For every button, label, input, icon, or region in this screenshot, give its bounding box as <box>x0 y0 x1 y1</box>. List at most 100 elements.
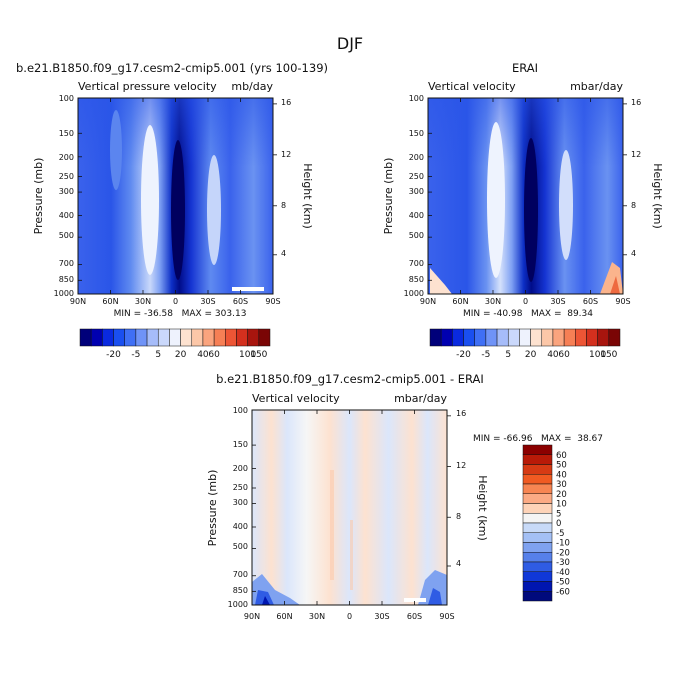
y-tick-label: 850 <box>409 275 424 284</box>
y-tick-label: 200 <box>233 464 248 473</box>
colorbar-label: 20 <box>525 350 537 360</box>
x-tick-label: 30N <box>135 297 151 306</box>
x-tick-label: 90N <box>70 297 86 306</box>
axis-tick-marks <box>427 97 627 295</box>
colorbar-swatch <box>90 328 103 347</box>
colorbar-label: 20 <box>175 350 187 360</box>
colorbar-swatch <box>522 493 553 504</box>
y-tick-label: 100 <box>59 94 74 103</box>
panel-diff-field <box>252 410 447 605</box>
y-tick-label: 700 <box>409 259 424 268</box>
y2-tick-label: 12 <box>631 150 641 159</box>
colorbar-label: 20 <box>556 490 567 500</box>
panel-obs-subtitle-left: Vertical velocity <box>428 80 516 93</box>
y-tick-label: 250 <box>409 172 424 181</box>
colorbar-swatch <box>225 328 237 347</box>
colorbar-label: 150 <box>250 350 267 360</box>
panel-diff-y-ticks: 100 150 200 250 300 400 500 700 850 1000 <box>228 406 248 609</box>
y-tick-label: 150 <box>409 129 424 138</box>
colorbar-swatch <box>202 328 215 347</box>
colorbar-swatch <box>522 591 553 602</box>
panel-model-y-ticks: 100 150 200 250 300 400 500 700 850 1000 <box>54 94 74 298</box>
y-tick-label: 200 <box>409 153 424 162</box>
colorbar-swatch <box>485 328 498 347</box>
panel-obs-subtitle-right: mbar/day <box>570 80 623 93</box>
colorbar-label: 40 <box>556 470 567 480</box>
panel-model: b.e21.B1850.f09_g17.cesm2-cmip5.001 (yrs… <box>16 61 328 360</box>
colorbar-swatch <box>157 328 170 347</box>
x-tick-label: 90N <box>420 297 436 306</box>
y2-tick-label: 4 <box>281 249 286 258</box>
y-tick-label: 500 <box>409 231 424 240</box>
panel-model-title: b.e21.B1850.f09_g17.cesm2-cmip5.001 (yrs… <box>16 61 328 75</box>
y-tick-label: 200 <box>59 153 74 162</box>
panel-diff-title: b.e21.B1850.f09_g17.cesm2-cmip5.001 - ER… <box>216 372 484 386</box>
y-tick-label: 850 <box>59 275 74 284</box>
panel-obs-field <box>428 98 623 294</box>
panel-model-subtitle-right: mb/day <box>231 80 273 93</box>
y-tick-label: 700 <box>59 259 74 268</box>
panel-diff-x-ticks: 90N 60N 30N 0 30S 60S 90S <box>244 612 455 621</box>
colorbar-swatch <box>452 328 464 347</box>
y2-tick-label: 12 <box>281 150 291 159</box>
y2-tick-label: 16 <box>281 98 291 107</box>
x-tick-label: 60N <box>102 297 118 306</box>
colorbar-swatch <box>530 328 543 347</box>
colorbar-swatch <box>522 464 553 475</box>
colorbar-label: 5 <box>155 350 161 360</box>
colorbar-label: 10 <box>556 500 567 510</box>
colorbar-swatch <box>236 328 248 347</box>
x-tick-label: 0 <box>523 297 528 306</box>
panel-diff-ylabel: Pressure (mb) <box>206 470 219 547</box>
axis-tick-marks <box>251 409 451 606</box>
y2-tick-label: 16 <box>631 98 641 107</box>
colorbar-swatch <box>522 542 553 553</box>
y2-tick-label: 4 <box>456 559 461 568</box>
x-tick-label: 30N <box>485 297 501 306</box>
panel-model-x-ticks: 90N 60N 30N 0 30S 60S 90S <box>70 297 281 306</box>
y-tick-label: 300 <box>233 498 248 507</box>
panel-obs-title: ERAI <box>512 61 538 75</box>
x-tick-label: 30N <box>309 612 325 621</box>
y-tick-label: 500 <box>59 231 74 240</box>
colorbar-label: 150 <box>600 350 617 360</box>
colorbar-swatch <box>608 328 621 347</box>
y-tick-label: 300 <box>59 187 74 196</box>
y-tick-label: 400 <box>59 211 74 220</box>
colorbar-swatch <box>522 513 553 524</box>
y-tick-label: 100 <box>233 406 248 415</box>
colorbar-swatch <box>124 328 137 347</box>
panel-model-y2-ticks: 16 12 8 4 <box>281 98 291 258</box>
colorbar-label: 5 <box>505 350 511 360</box>
x-tick-label: 90S <box>439 612 454 621</box>
y-tick-label: 500 <box>233 542 248 551</box>
colorbar-label: 60 <box>556 451 567 461</box>
colorbar-swatch <box>575 328 587 347</box>
colorbar-swatch <box>474 328 487 347</box>
colorbar-swatch <box>597 328 610 347</box>
colorbar-swatch <box>463 328 475 347</box>
colorbar-swatch <box>429 328 442 347</box>
colorbar-label: -40 <box>556 568 570 578</box>
x-tick-label: 90N <box>244 612 260 621</box>
y2-tick-label: 12 <box>456 461 466 470</box>
colorbar-swatch <box>522 503 553 514</box>
y-tick-label: 400 <box>409 211 424 220</box>
colorbar-swatch <box>247 328 260 347</box>
panel-obs: ERAI Vertical velocity mbar/day 90N 60N … <box>382 61 664 360</box>
colorbar-swatch <box>135 328 148 347</box>
colorbar-label: -60 <box>556 587 570 597</box>
colorbar-label: 30 <box>556 480 567 490</box>
colorbar-label: -5 <box>556 529 564 539</box>
panel-obs-y2label: Height (km) <box>651 163 664 229</box>
colorbar-swatch <box>191 328 204 347</box>
panel-diff-subtitle-left: Vertical velocity <box>252 392 340 405</box>
colorbar-label: 40 <box>197 350 209 360</box>
colorbar-label: -20 <box>106 350 121 360</box>
x-tick-label: 90S <box>615 297 630 306</box>
panel-diff-subtitle-right: mbar/day <box>394 392 447 405</box>
